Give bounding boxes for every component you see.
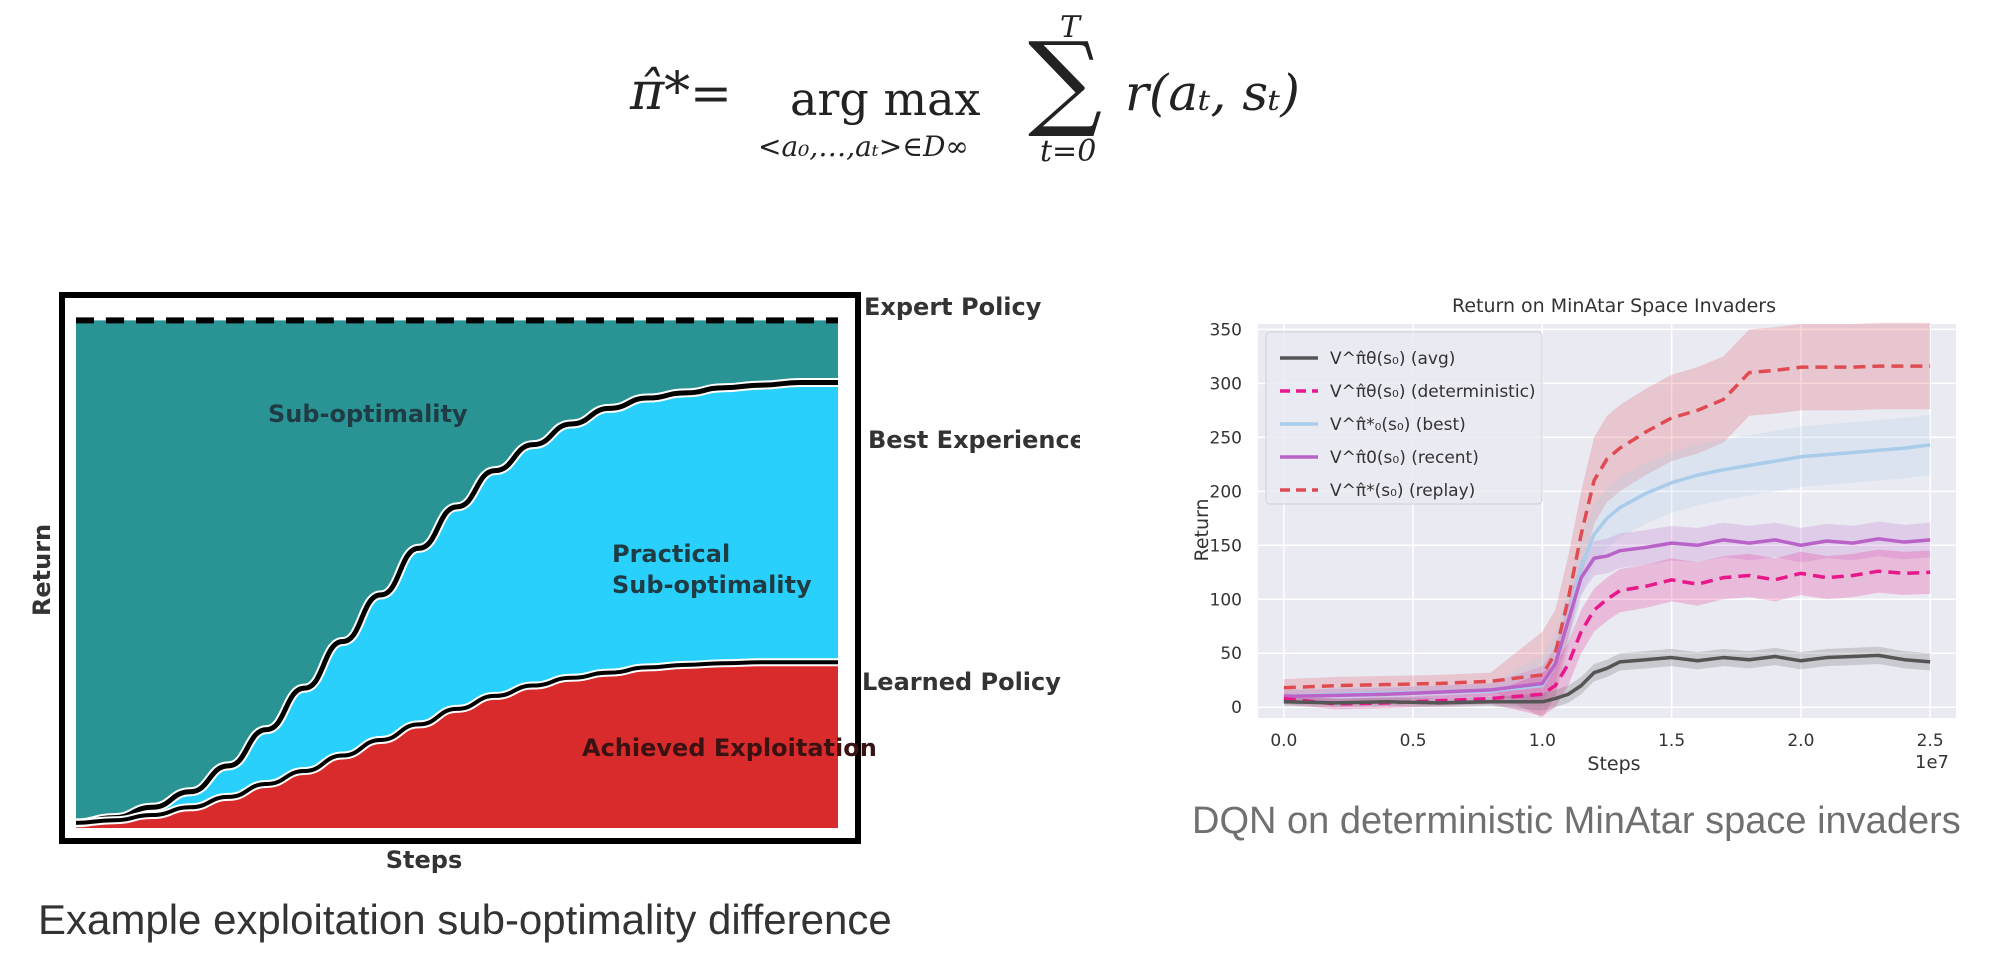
y-tick-label: 150 <box>1210 536 1242 556</box>
policy-formula: π̂* = arg max <a₀,…,aₜ>∈D∞ ∑ T t=0 r(aₜ,… <box>620 10 1320 180</box>
y-tick-label: 100 <box>1210 590 1242 610</box>
region-sub-optimality <box>76 320 838 823</box>
right-caption: DQN on deterministic MinAtar space invad… <box>1192 800 1961 842</box>
formula-rhs: r(aₜ, sₜ) <box>1125 64 1300 122</box>
series-line-avg <box>1283 653 1931 705</box>
band-best <box>1283 414 1931 716</box>
y-tick-label: 200 <box>1210 482 1242 502</box>
formula-lhs: π̂* <box>630 62 691 122</box>
x-tick-label: 0.5 <box>1400 731 1427 751</box>
label-learned-policy: Learned Policy <box>862 668 1061 696</box>
chart-title: Return on MinAtar Space Invaders <box>1452 295 1776 317</box>
y-tick-label: 50 <box>1220 644 1242 664</box>
label-best-experience: Best Experience <box>868 426 1080 454</box>
diagram-x-axis-label: Steps <box>386 846 463 874</box>
legend-label-best: V^π̂*₀(s₀) (best) <box>1330 415 1466 435</box>
exploitation-diagram: Return Steps Expert Policy Best Experien… <box>28 292 1080 874</box>
x-tick-label: 0.0 <box>1270 731 1297 751</box>
legend-box <box>1265 331 1543 505</box>
y-tick-label: 250 <box>1210 428 1242 448</box>
formula-upper-limit: T <box>1060 10 1081 45</box>
legend-label-deterministic: V^π̂θ(s₀) (deterministic) <box>1330 382 1536 402</box>
band-replay <box>1283 322 1931 718</box>
minatar-return-chart: Return on MinAtar Space Invaders 0.0 0.5 1… <box>1191 295 1956 775</box>
series-line-deterministic <box>1283 569 1931 706</box>
axis-ticks: 0.0 0.5 1.0 1.5 2.0 2.5 0 50 100 150 200 250 300 350 <box>1210 320 1944 751</box>
region-label-achieved-exploitation: Achieved Exploitation <box>582 734 877 762</box>
learned-policy-line <box>75 660 838 825</box>
x-tick-label: 2.0 <box>1787 731 1814 751</box>
formula-equals: = <box>690 64 732 122</box>
region-label-practical: Practical <box>612 540 730 568</box>
label-expert-policy: Expert Policy <box>864 293 1042 321</box>
series-line-replay <box>1283 364 1931 690</box>
region-practical-sub-optimality <box>76 382 838 823</box>
region-label-practical-sub-optimality: Sub-optimality <box>612 571 812 599</box>
plot-area <box>1258 322 1956 718</box>
legend-label-replay: V^π̂*(s₀) (replay) <box>1330 481 1475 501</box>
band-avg <box>1283 646 1931 711</box>
best-experience-line <box>75 380 838 826</box>
formula-lower-limit: t=0 <box>1040 134 1097 169</box>
y-tick-label: 350 <box>1210 320 1242 340</box>
formula-argmax: arg max <box>790 72 981 126</box>
legend-label-recent: V^π̂0(s₀) (recent) <box>1330 448 1479 468</box>
y-tick-label: 300 <box>1210 374 1242 394</box>
band-deterministic <box>1283 549 1931 716</box>
x-axis-offset-label: 1e7 <box>1915 752 1949 773</box>
legend: V^π̂θ(s₀) (avg) V^π̂θ(s₀) (deterministic)… <box>1265 331 1543 505</box>
formula-argmax-subscript: <a₀,…,aₜ>∈D∞ <box>758 130 969 163</box>
x-tick-label: 2.5 <box>1917 731 1944 751</box>
y-axis-label: Return <box>1191 498 1213 561</box>
region-label-sub-optimality: Sub-optimality <box>268 400 468 428</box>
y-tick-label: 0 <box>1231 698 1242 718</box>
diagram-regions <box>75 317 838 828</box>
series-line-recent <box>1283 537 1931 699</box>
legend-label-avg: V^π̂θ(s₀) (avg) <box>1330 349 1455 369</box>
diagram-y-axis-label: Return <box>28 524 56 616</box>
left-caption: Example exploitation sub-optimality diff… <box>38 896 892 943</box>
formula-sum-symbol: ∑ <box>1028 19 1103 141</box>
x-tick-label: 1.0 <box>1529 731 1556 751</box>
x-axis-label: Steps <box>1587 753 1640 775</box>
x-tick-label: 1.5 <box>1658 731 1685 751</box>
diagram-frame <box>59 292 861 844</box>
